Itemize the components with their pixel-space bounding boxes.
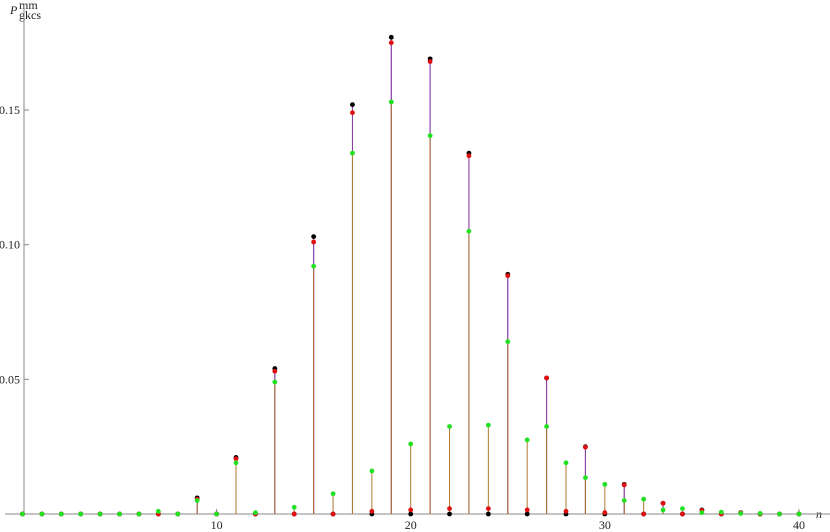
point: [330, 511, 336, 517]
point: [602, 510, 608, 516]
point: [369, 468, 375, 474]
point: [466, 228, 472, 234]
point: [291, 504, 297, 510]
point: [524, 507, 530, 513]
y-tick-label: 0.15: [0, 103, 20, 117]
point: [97, 511, 103, 517]
point: [350, 110, 355, 116]
y-tick-label: 0.10: [0, 238, 20, 252]
point: [311, 234, 317, 240]
point: [757, 511, 763, 516]
point: [233, 460, 239, 466]
point: [117, 511, 122, 517]
point: [155, 508, 161, 514]
y-axis-label-sub: gkcs: [19, 8, 41, 22]
point: [136, 511, 142, 517]
point: [408, 511, 414, 517]
point: [660, 500, 666, 506]
point: [485, 422, 491, 428]
point: [20, 511, 25, 517]
point: [175, 511, 181, 517]
point: [291, 511, 297, 517]
point: [602, 481, 608, 487]
point: [388, 34, 394, 40]
y-tick-label: 0.05: [0, 372, 20, 386]
point: [447, 424, 452, 429]
point: [777, 511, 782, 517]
point: [388, 40, 394, 46]
point: [738, 511, 744, 516]
point: [621, 498, 627, 503]
point: [272, 368, 278, 374]
x-tick-label: 20: [405, 518, 417, 532]
point: [680, 511, 685, 517]
point: [796, 511, 802, 517]
point: [408, 441, 414, 447]
point: [427, 133, 433, 139]
point: [427, 59, 433, 64]
point: [408, 507, 414, 513]
point: [621, 482, 627, 488]
point: [350, 102, 355, 108]
point: [718, 509, 724, 515]
point: [699, 510, 705, 516]
point: [583, 444, 588, 450]
point: [660, 507, 666, 513]
point: [39, 511, 45, 517]
point: [214, 511, 219, 517]
point: [544, 424, 549, 429]
point: [330, 491, 336, 497]
point: [388, 99, 394, 105]
point: [311, 239, 317, 245]
point: [272, 379, 278, 385]
x-tick-label: 10: [211, 518, 223, 532]
point: [369, 508, 375, 514]
x-tick-label: 30: [599, 518, 611, 532]
point: [563, 508, 569, 514]
point: [524, 437, 530, 443]
point: [485, 511, 491, 517]
x-tick-label: 40: [793, 518, 805, 532]
point: [311, 263, 317, 269]
point: [583, 475, 588, 481]
point: [447, 511, 452, 517]
point: [680, 506, 685, 512]
point: [466, 153, 472, 159]
point: [253, 510, 258, 516]
point: [641, 511, 647, 517]
point: [524, 511, 530, 517]
point: [58, 511, 64, 517]
point: [447, 506, 452, 512]
point: [563, 460, 569, 466]
point: [233, 456, 239, 462]
point: [78, 511, 84, 517]
point: [194, 498, 200, 503]
point: [350, 150, 355, 156]
y-axis-label: P: [9, 3, 18, 17]
point: [641, 496, 647, 502]
point: [505, 273, 511, 279]
point: [544, 375, 549, 381]
point: [485, 506, 491, 512]
point: [505, 339, 511, 345]
